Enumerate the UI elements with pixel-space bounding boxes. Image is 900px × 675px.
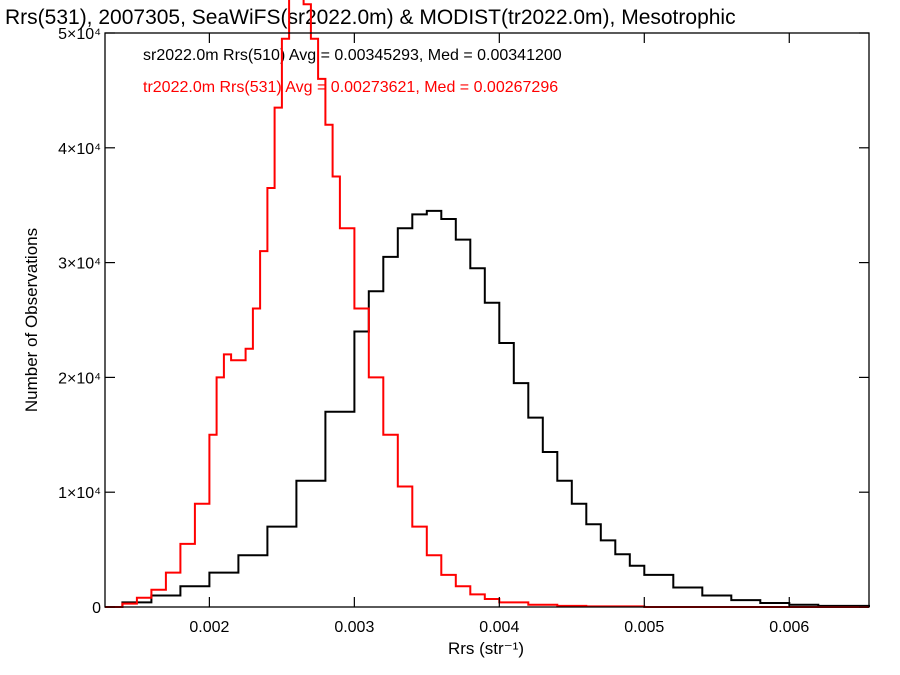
y-tick-label: 0 [92,600,101,617]
series-line-1 [105,0,869,608]
series-stats-red: tr2022.0m Rrs(531) Avg = 0.00273621, Med… [143,79,558,96]
series-layer [105,0,870,608]
x-axis-label: Rrs (str⁻¹) [448,639,524,658]
chart-title: Rrs(531), 2007305, SeaWiFS(sr2022.0m) & … [5,6,736,29]
x-tick-label: 0.002 [189,619,229,636]
axis-ticks: 0.002 0.003 0.004 0.005 0.006 0 1×10⁴ 2×10⁴ 3×10… [58,26,869,636]
y-tick-label: 4×10⁴ [58,141,101,158]
plot-frame [104,32,870,608]
x-tick-label: 0.004 [479,619,519,636]
x-tick-label: 0.006 [769,619,809,636]
y-tick-label: 3×10⁴ [58,256,101,273]
y-axis-label: Number of Observations [22,228,41,412]
y-tick-label: 2×10⁴ [58,370,101,387]
y-tick-label: 5×10⁴ [58,26,101,43]
x-tick-label: 0.003 [334,619,374,636]
x-tick-label: 0.005 [624,619,664,636]
y-tick-label: 1×10⁴ [58,485,101,502]
series-line-0 [105,209,870,608]
series-stats-black: sr2022.0m Rrs(510) Avg = 0.00345293, Med… [143,47,562,64]
